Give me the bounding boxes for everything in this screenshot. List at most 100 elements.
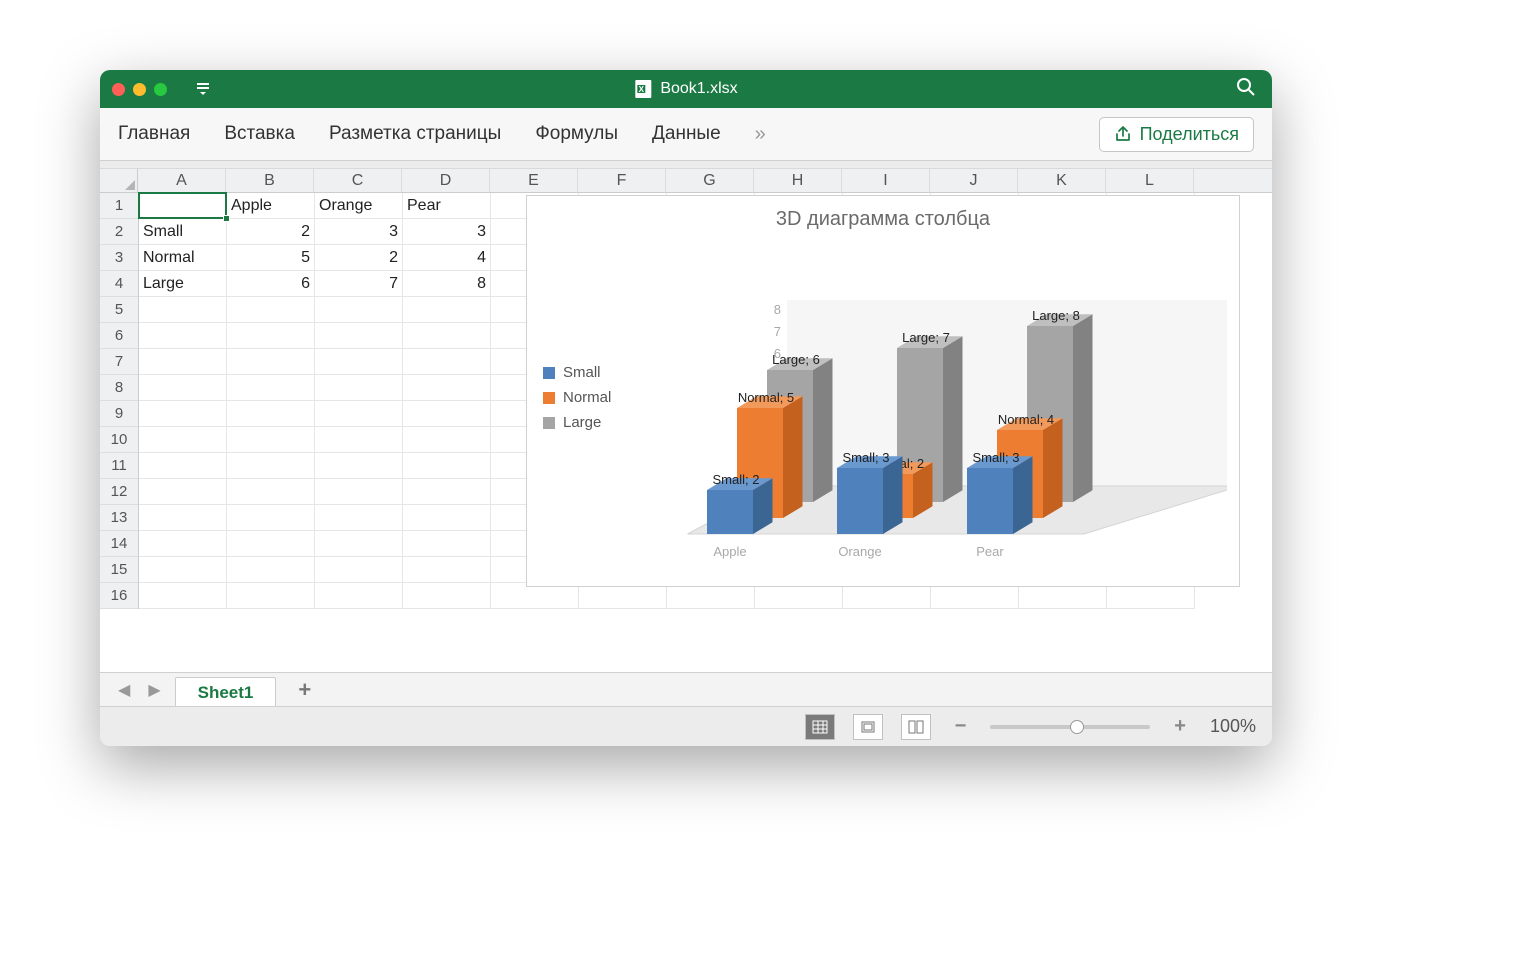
cell[interactable]: 2 (227, 219, 315, 245)
view-page-break-button[interactable] (901, 714, 931, 740)
cell[interactable] (227, 323, 315, 349)
cell[interactable] (139, 505, 227, 531)
cell[interactable]: 2 (315, 245, 403, 271)
customize-toolbar-icon[interactable] (195, 81, 211, 98)
cell[interactable]: Pear (403, 193, 491, 219)
row-header[interactable]: 12 (100, 479, 138, 505)
cell[interactable]: 3 (403, 219, 491, 245)
cell[interactable] (139, 401, 227, 427)
tab-nav-next-icon[interactable]: ▶ (144, 680, 164, 700)
row-header[interactable]: 1 (100, 193, 138, 219)
cell[interactable] (315, 479, 403, 505)
column-header[interactable]: K (1018, 169, 1106, 192)
cell[interactable] (227, 349, 315, 375)
row-header[interactable]: 13 (100, 505, 138, 531)
cell[interactable] (315, 323, 403, 349)
cell[interactable] (139, 479, 227, 505)
row-header[interactable]: 10 (100, 427, 138, 453)
search-icon[interactable] (1236, 77, 1256, 102)
ribbon-tab-layout[interactable]: Разметка страницы (329, 123, 501, 145)
row-header[interactable]: 3 (100, 245, 138, 271)
column-header[interactable]: C (314, 169, 402, 192)
zoom-icon[interactable] (154, 83, 167, 96)
cell[interactable] (227, 401, 315, 427)
cell[interactable] (315, 505, 403, 531)
row-header[interactable]: 2 (100, 219, 138, 245)
cell[interactable] (315, 401, 403, 427)
cell[interactable] (139, 193, 227, 219)
cell[interactable] (227, 505, 315, 531)
row-header[interactable]: 16 (100, 583, 138, 609)
cell[interactable] (403, 297, 491, 323)
cell[interactable] (403, 375, 491, 401)
row-header[interactable]: 14 (100, 531, 138, 557)
cell[interactable] (227, 531, 315, 557)
cell[interactable] (139, 323, 227, 349)
cell[interactable] (403, 557, 491, 583)
cell[interactable] (403, 401, 491, 427)
row-header[interactable]: 5 (100, 297, 138, 323)
zoom-out-button[interactable]: − (949, 715, 973, 738)
select-all-corner[interactable] (100, 169, 138, 193)
zoom-slider[interactable] (990, 725, 1150, 729)
cell[interactable]: 3 (315, 219, 403, 245)
close-icon[interactable] (112, 83, 125, 96)
cell[interactable]: Normal (139, 245, 227, 271)
row-header[interactable]: 9 (100, 401, 138, 427)
column-header[interactable]: F (578, 169, 666, 192)
cell[interactable] (227, 583, 315, 609)
cell[interactable] (139, 349, 227, 375)
column-header[interactable]: A (138, 169, 226, 192)
row-header[interactable]: 15 (100, 557, 138, 583)
ribbon-tab-home[interactable]: Главная (118, 123, 190, 145)
cell[interactable] (315, 427, 403, 453)
minimize-icon[interactable] (133, 83, 146, 96)
column-header[interactable]: J (930, 169, 1018, 192)
cell[interactable] (227, 453, 315, 479)
ribbon-tab-formulas[interactable]: Формулы (535, 123, 618, 145)
cell[interactable] (403, 323, 491, 349)
cell[interactable] (403, 583, 491, 609)
ribbon-tab-insert[interactable]: Вставка (224, 123, 295, 145)
ribbon-more-icon[interactable]: » (755, 123, 766, 146)
zoom-in-button[interactable]: + (1168, 715, 1192, 738)
view-normal-button[interactable] (805, 714, 835, 740)
cell[interactable] (315, 375, 403, 401)
cell[interactable]: 5 (227, 245, 315, 271)
cell[interactable] (315, 557, 403, 583)
cell[interactable] (315, 583, 403, 609)
cell[interactable]: Large (139, 271, 227, 297)
cell[interactable] (139, 453, 227, 479)
tab-nav-prev-icon[interactable]: ◀ (114, 680, 134, 700)
column-header[interactable]: B (226, 169, 314, 192)
cell[interactable] (403, 505, 491, 531)
cell[interactable]: Orange (315, 193, 403, 219)
column-header[interactable]: D (402, 169, 490, 192)
row-header[interactable]: 11 (100, 453, 138, 479)
cell[interactable] (403, 349, 491, 375)
column-header[interactable]: I (842, 169, 930, 192)
cell[interactable] (403, 531, 491, 557)
row-header[interactable]: 7 (100, 349, 138, 375)
column-header[interactable]: H (754, 169, 842, 192)
column-header[interactable]: L (1106, 169, 1194, 192)
cell[interactable] (227, 557, 315, 583)
fill-handle[interactable] (223, 215, 230, 222)
row-header[interactable]: 6 (100, 323, 138, 349)
cell[interactable] (403, 427, 491, 453)
cell[interactable]: 7 (315, 271, 403, 297)
cell[interactable] (139, 531, 227, 557)
zoom-percent[interactable]: 100% (1210, 716, 1256, 737)
cell[interactable] (315, 531, 403, 557)
cell[interactable] (139, 375, 227, 401)
cell[interactable] (315, 297, 403, 323)
cell[interactable]: 8 (403, 271, 491, 297)
cell[interactable] (139, 583, 227, 609)
cell[interactable] (227, 479, 315, 505)
zoom-slider-thumb[interactable] (1070, 720, 1084, 734)
cell[interactable] (139, 297, 227, 323)
chart-object[interactable]: 3D диаграмма столбца Small Normal Large … (526, 195, 1240, 587)
cell[interactable] (227, 427, 315, 453)
cell[interactable] (403, 479, 491, 505)
cell[interactable] (139, 427, 227, 453)
